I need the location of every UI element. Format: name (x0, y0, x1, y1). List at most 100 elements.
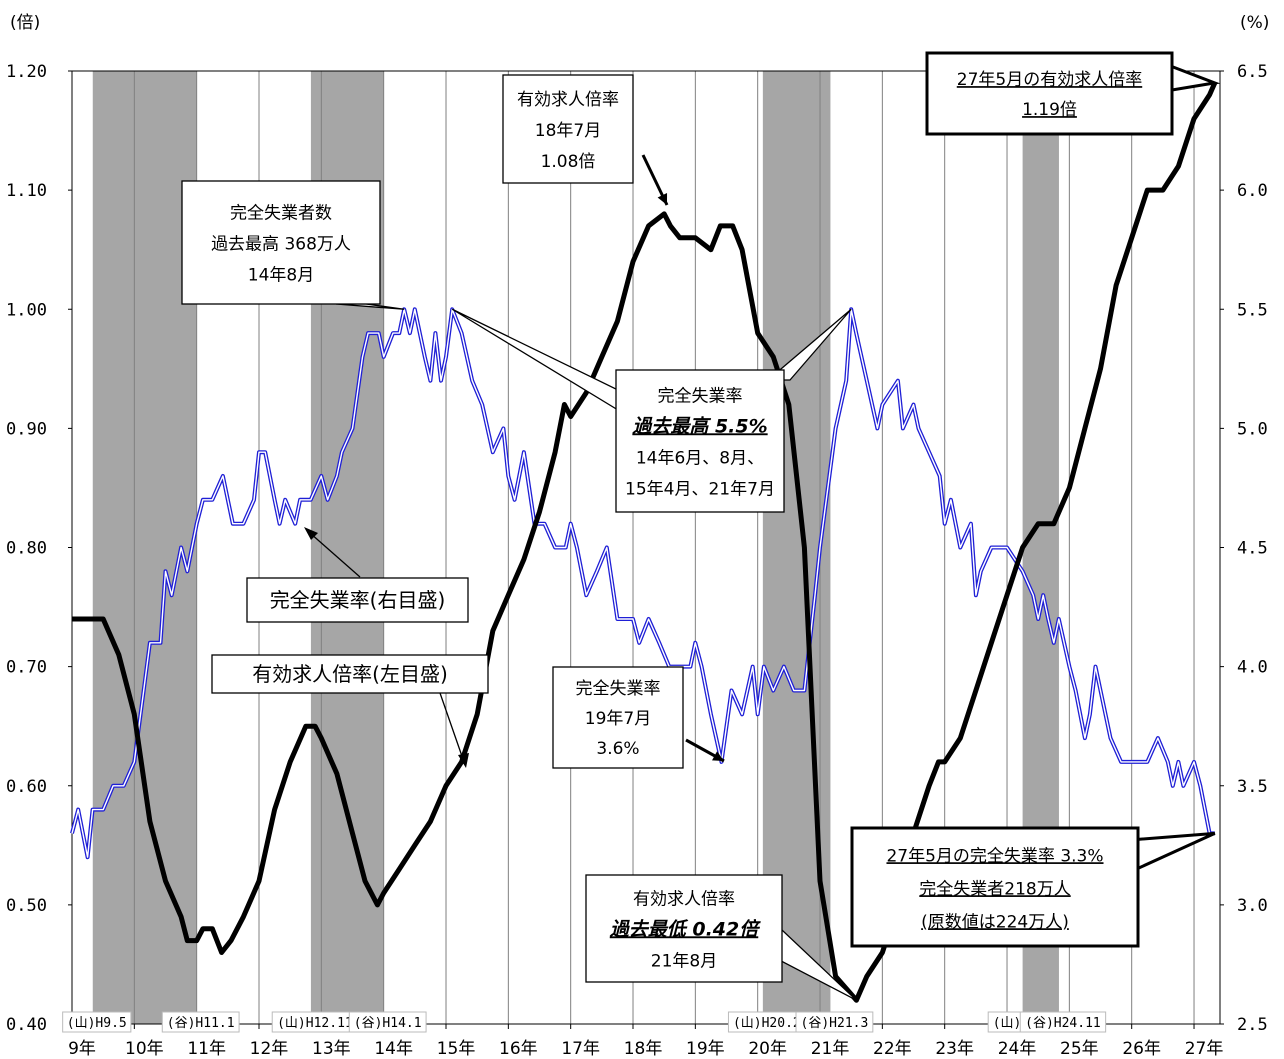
right-tick-label: 6.5 (1237, 62, 1268, 82)
right-tick-label: 3.0 (1237, 896, 1268, 916)
x-tick-label: 26年 (1122, 1039, 1161, 1059)
right-axis: (%) 2.5 3.0 3.5 4.0 4.5 5.0 5.5 6.0 6.5 (1220, 13, 1269, 1035)
annotation-line: 27年5月の完全失業率 3.3% (886, 846, 1103, 866)
annotation-box-fill (928, 54, 1171, 133)
x-tick-label: 12年 (250, 1039, 289, 1059)
legend-pointer (439, 692, 465, 763)
x-tick-label: 23年 (935, 1039, 974, 1059)
annotation-line: 有効求人倍率 (633, 889, 735, 909)
x-tick-label: 13年 (312, 1039, 351, 1059)
x-tick-label: 25年 (1060, 1039, 1099, 1059)
recession-label-text: (山)H20.2 (733, 1016, 801, 1031)
annotation-line: 過去最低 0.42倍 (609, 918, 761, 940)
legend-label: 完全失業率(右目盛) (270, 588, 446, 612)
annotation-line: 完全失業率 (576, 679, 661, 699)
left-axis: (倍) 0.40 0.50 0.60 0.70 0.80 0.90 1.00 1.10 1.20 (6, 13, 72, 1035)
x-tick-label: 20年 (748, 1039, 787, 1059)
annotation-line: 1.19倍 (1022, 100, 1077, 120)
right-tick-label: 3.5 (1237, 777, 1268, 797)
left-tick-label: 1.10 (6, 181, 47, 201)
legend-box (246, 577, 469, 623)
recession-label-text: (山)H12.11 (277, 1016, 353, 1031)
recession-label-box (62, 1011, 132, 1033)
right-tick-label: 4.5 (1237, 539, 1268, 559)
recession-label-text: (谷)H14.1 (354, 1016, 422, 1031)
right-tick-label: 5.5 (1237, 300, 1268, 320)
legend-pointer-head (304, 527, 318, 540)
unemployment-rate-line-core (71, 308, 1215, 858)
x-tick-label: 14年 (374, 1039, 413, 1059)
annotation-line: 1.08倍 (541, 152, 596, 172)
recession-label: (山)H20.2 (727, 1011, 806, 1033)
x-tick-label: 15年 (437, 1039, 476, 1059)
annotation-callout (1128, 831, 1216, 875)
annotation-line: 18年7月 (535, 121, 601, 141)
annotation-line: 15年4月、21年7月 (625, 479, 775, 499)
annotation-line: 14年6月、8月、 (636, 448, 764, 468)
left-tick-label: 0.70 (6, 658, 47, 678)
legend-pointer (309, 532, 361, 578)
annotation-box-fill (183, 182, 379, 303)
recession-label: (山)H12.11 (271, 1011, 359, 1033)
recession-label-text: (谷)H21.3 (801, 1016, 869, 1031)
annotation-box (502, 74, 634, 184)
right-tick-label: 4.0 (1237, 658, 1268, 678)
legend: 完全失業率(右目盛) 有効求人倍率(左目盛) (211, 527, 489, 768)
annotation-line: 過去最高 368万人 (211, 234, 351, 254)
x-tick-label: 27年 (1185, 1039, 1224, 1059)
annotation-line: 27年5月の有効求人倍率 (957, 70, 1142, 90)
x-tick-label: 21年 (811, 1039, 850, 1059)
recession-label-box (1019, 1011, 1107, 1033)
left-tick-label: 1.00 (6, 300, 47, 320)
recession-label-text: (山)H9.5 (67, 1016, 127, 1031)
legend-unemployment: 完全失業率(右目盛) (246, 577, 469, 623)
annotation-jobs-ratio-peak: 有効求人倍率 18年7月 1.08倍 (502, 74, 634, 184)
annotation-line: 3.6% (596, 739, 639, 759)
annotation-line: 有効求人倍率 (517, 90, 619, 110)
recession-label: (山)H9.5 (62, 1011, 132, 1033)
x-tick-label: 24年 (998, 1039, 1037, 1059)
annotation-line: 完全失業者数 (230, 203, 332, 223)
x-tick-label: 19年 (686, 1039, 725, 1059)
x-tick-label: 17年 (561, 1039, 600, 1059)
left-tick-label: 0.50 (6, 896, 47, 916)
recession-label-text: (谷)H24.11 (1025, 1016, 1101, 1031)
annotation-latest-jobs-ratio: 27年5月の有効求人倍率 1.19倍 (925, 51, 1221, 136)
recession-label-box (795, 1011, 874, 1033)
legend-label: 有効求人倍率(左目盛) (252, 662, 448, 686)
x-axis: 9年 10年 11年 12年 13年 14年 15年 16年 17年 18年 19年 20年 21年 22… (62, 1011, 1224, 1059)
recession-label: (谷)H14.1 (348, 1011, 427, 1033)
left-axis-unit: (倍) (10, 13, 40, 33)
annotation-box (552, 666, 684, 769)
annotation-box (615, 369, 785, 513)
annotation-line: 21年8月 (651, 951, 717, 971)
annotation-line: 19年7月 (585, 709, 651, 729)
legend-pointer-head (458, 753, 469, 768)
x-tick-label: 9年 (68, 1039, 96, 1059)
left-tick-label: 0.80 (6, 539, 47, 559)
annotation-line: (原数値は224万人) (921, 912, 1069, 932)
series (70, 81, 1218, 1003)
x-tick-label: 16年 (499, 1039, 538, 1059)
recession-label-box (348, 1011, 427, 1033)
right-axis-unit: (%) (1240, 13, 1269, 33)
right-tick-label: 2.5 (1237, 1015, 1268, 1035)
job-openings-ratio-line (72, 81, 1218, 1003)
left-tick-label: 1.20 (6, 62, 47, 82)
x-tick-label: 10年 (125, 1039, 164, 1059)
annotation-unemp-rate-1907: 完全失業率 19年7月 3.6% (552, 666, 684, 769)
x-tick-label: 11年 (187, 1039, 226, 1059)
left-tick-label: 0.40 (6, 1015, 47, 1035)
annotation-line: 完全失業者218万人 (919, 879, 1070, 899)
legend-box (211, 654, 489, 694)
left-tick-label: 0.90 (6, 419, 47, 439)
x-tick-label: 18年 (624, 1039, 663, 1059)
recession-label: (谷)H21.3 (795, 1011, 874, 1033)
left-tick-label: 0.60 (6, 777, 47, 797)
right-tick-label: 5.0 (1237, 419, 1268, 439)
annotation-line: 過去最高 5.5% (631, 415, 767, 437)
